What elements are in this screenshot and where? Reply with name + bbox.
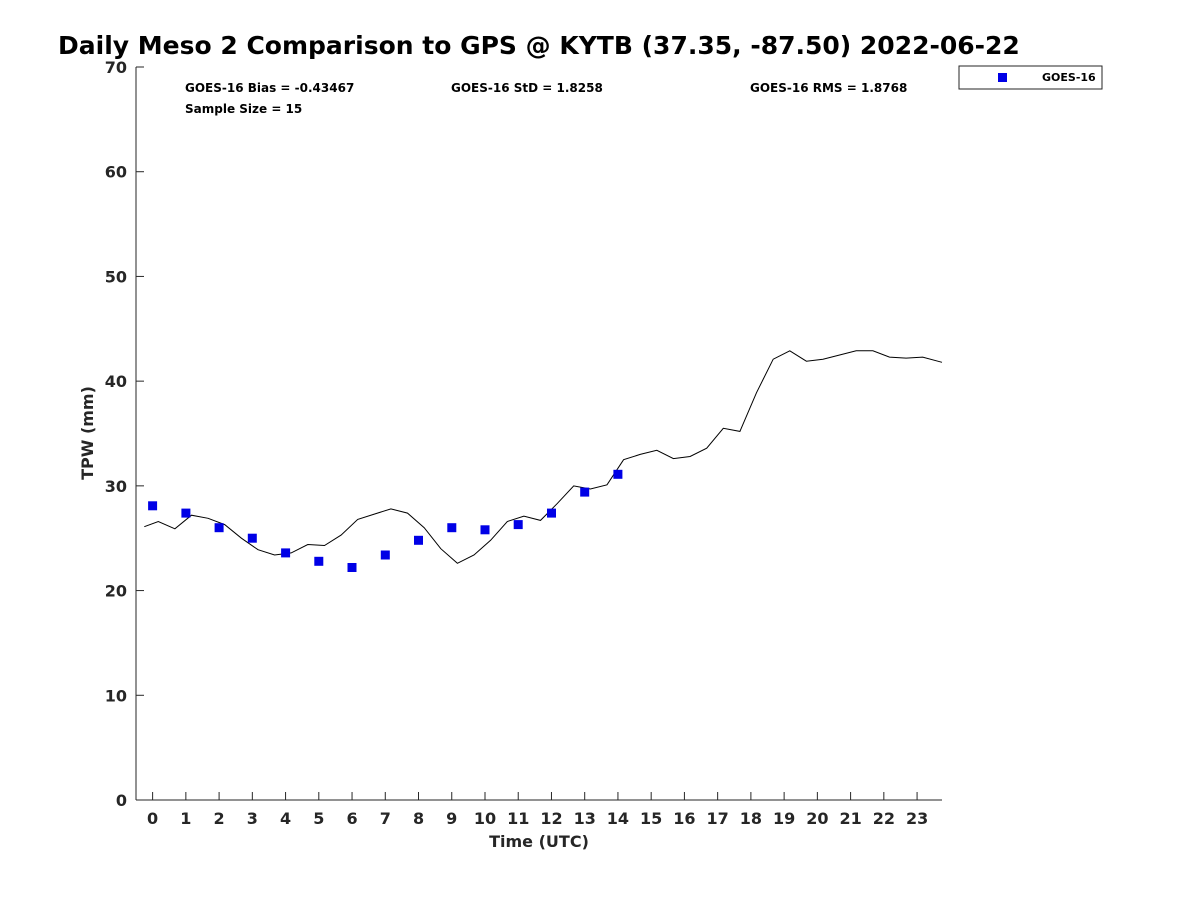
goes16-data-point bbox=[547, 508, 556, 518]
goes16-data-point bbox=[380, 550, 390, 560]
goes16-data-point bbox=[181, 508, 191, 518]
x-tick-label: 4 bbox=[280, 809, 291, 828]
y-axis-label: TPW (mm) bbox=[78, 386, 97, 480]
goes16-data-point bbox=[347, 563, 357, 572]
y-tick-label: 50 bbox=[105, 267, 127, 286]
goes16-data-point bbox=[447, 523, 457, 533]
x-tick-label: 11 bbox=[507, 809, 529, 828]
x-tick-label: 23 bbox=[906, 809, 928, 828]
x-tick-label: 0 bbox=[147, 809, 158, 828]
x-tick-label: 14 bbox=[607, 809, 629, 828]
x-tick-label: 19 bbox=[773, 809, 795, 828]
x-tick-label: 1 bbox=[180, 809, 191, 828]
y-ticks-group: 0 10 20 30 40 50 60 70 bbox=[105, 58, 144, 810]
x-tick-label: 15 bbox=[640, 809, 662, 828]
x-axis-label: Time (UTC) bbox=[489, 832, 589, 851]
std-stat: GOES-16 StD = 1.8258 bbox=[451, 81, 603, 95]
y-tick-label: 0 bbox=[116, 791, 127, 810]
gps-line-group bbox=[144, 350, 943, 564]
rms-stat: GOES-16 RMS = 1.8768 bbox=[750, 81, 907, 95]
legend-label-goes16: GOES-16 bbox=[1042, 71, 1096, 84]
x-tick-label: 2 bbox=[214, 809, 225, 828]
x-tick-label: 9 bbox=[446, 809, 457, 828]
y-tick-label: 40 bbox=[105, 372, 127, 391]
y-tick-label: 70 bbox=[105, 58, 127, 77]
legend-box bbox=[958, 65, 1103, 90]
goes16-data-point bbox=[281, 548, 291, 558]
plot-area bbox=[136, 67, 942, 800]
y-tick-label: 10 bbox=[105, 686, 127, 705]
x-tick-label: 6 bbox=[346, 809, 357, 828]
legend: GOES-16 bbox=[958, 65, 1103, 90]
x-tick-label: 8 bbox=[413, 809, 424, 828]
x-tick-label: 13 bbox=[574, 809, 596, 828]
sample-size-stat: Sample Size = 15 bbox=[185, 102, 302, 116]
goes16-data-point bbox=[414, 535, 423, 545]
x-ticks-group: 0 1 2 3 4 5 6 7 8 9 10 11 12 13 14 15 16 17 18 19 20 21 22 23 bbox=[147, 792, 928, 828]
y-tick-label: 30 bbox=[105, 477, 127, 496]
goes16-data-point bbox=[480, 525, 490, 535]
y-tick-label: 60 bbox=[105, 163, 127, 182]
x-tick-label: 17 bbox=[707, 809, 729, 828]
goes16-data-point bbox=[580, 487, 590, 497]
x-tick-label: 21 bbox=[839, 809, 861, 828]
goes16-data-point bbox=[214, 523, 224, 533]
gps-series-line bbox=[144, 350, 943, 564]
chart-title: Daily Meso 2 Comparison to GPS @ KYTB (3… bbox=[58, 31, 1020, 60]
y-tick-label: 20 bbox=[105, 582, 127, 601]
x-tick-label: 7 bbox=[380, 809, 391, 828]
goes16-data-point bbox=[247, 533, 257, 543]
axes bbox=[135, 67, 942, 801]
goes16-data-point bbox=[314, 556, 324, 566]
x-tick-label: 20 bbox=[806, 809, 828, 828]
stats-annotations: GOES-16 Bias = -0.43467 GOES-16 StD = 1.… bbox=[185, 81, 907, 116]
legend-marker-goes16 bbox=[998, 73, 1007, 82]
x-tick-label: 5 bbox=[313, 809, 324, 828]
bias-stat: GOES-16 Bias = -0.43467 bbox=[185, 81, 354, 95]
x-tick-label: 22 bbox=[873, 809, 895, 828]
x-tick-label: 3 bbox=[247, 809, 258, 828]
goes16-data-point bbox=[148, 501, 158, 511]
goes16-data-point bbox=[613, 469, 623, 479]
goes-points-group bbox=[148, 469, 623, 572]
goes16-data-point bbox=[513, 520, 523, 530]
x-tick-label: 12 bbox=[540, 809, 562, 828]
x-tick-label: 18 bbox=[740, 809, 762, 828]
x-tick-label: 10 bbox=[474, 809, 496, 828]
x-tick-label: 16 bbox=[673, 809, 695, 828]
